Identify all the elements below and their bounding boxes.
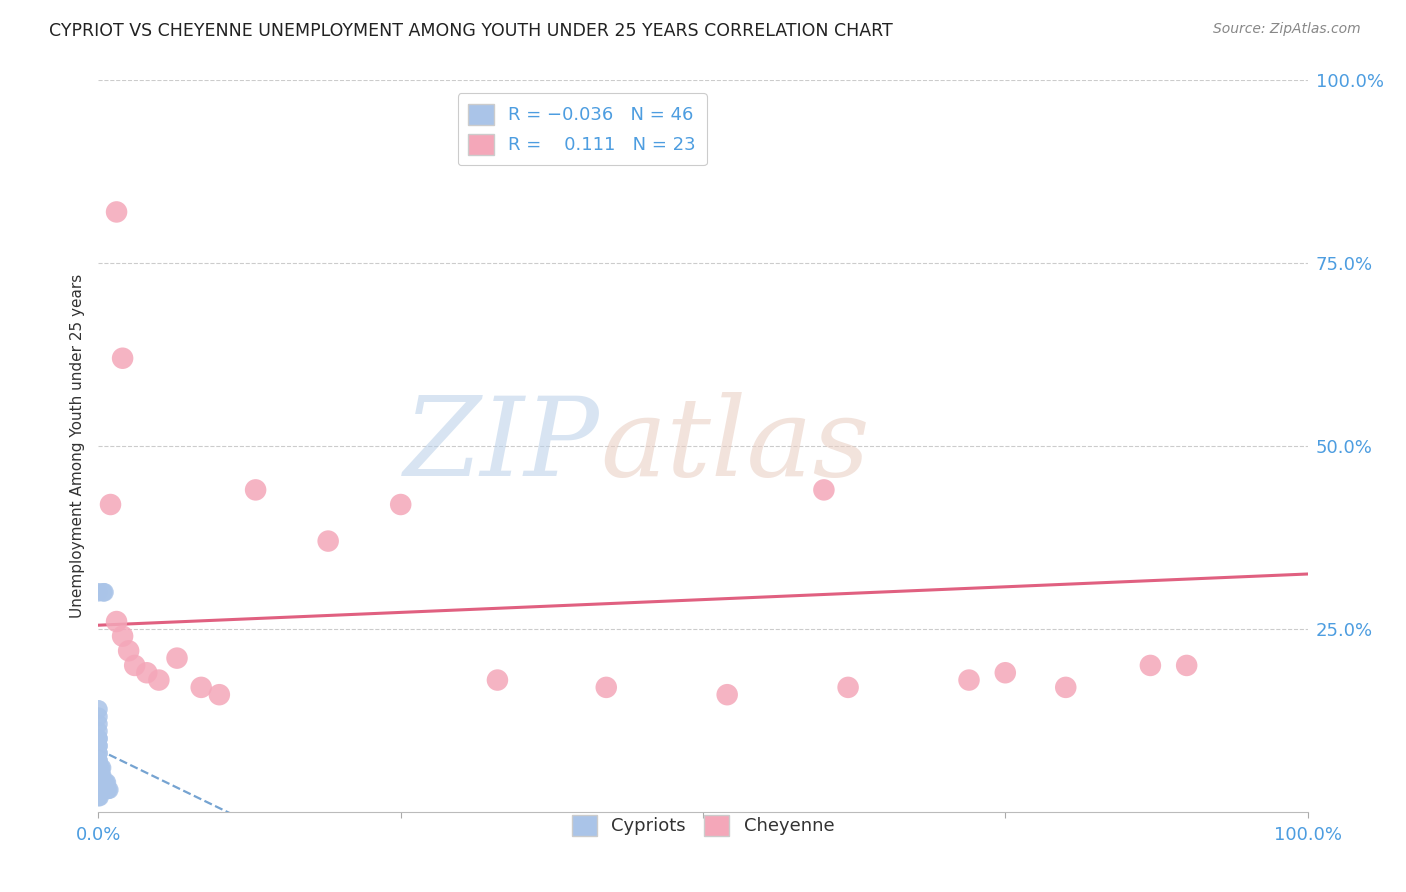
Point xyxy=(97,782,120,797)
Point xyxy=(87,717,110,731)
Legend: Cypriots, Cheyenne: Cypriots, Cheyenne xyxy=(564,807,842,843)
Point xyxy=(87,739,110,753)
Point xyxy=(87,746,110,760)
Point xyxy=(91,585,114,599)
Point xyxy=(96,775,118,789)
Point xyxy=(89,782,111,797)
Point xyxy=(837,681,859,695)
Point xyxy=(87,739,110,753)
Y-axis label: Unemployment Among Youth under 25 years: Unemployment Among Youth under 25 years xyxy=(70,274,86,618)
Point xyxy=(89,775,111,789)
Point xyxy=(100,498,122,512)
Point xyxy=(208,688,231,702)
Text: ZIP: ZIP xyxy=(405,392,600,500)
Point xyxy=(89,790,111,805)
Point xyxy=(90,761,112,775)
Point xyxy=(105,615,128,629)
Point xyxy=(87,724,110,739)
Point xyxy=(87,731,110,746)
Point xyxy=(486,673,509,687)
Point xyxy=(90,775,112,789)
Point xyxy=(148,673,170,687)
Point xyxy=(89,761,111,775)
Point xyxy=(90,768,112,782)
Point xyxy=(87,768,110,782)
Point xyxy=(87,775,110,789)
Point xyxy=(87,768,110,782)
Point xyxy=(1175,658,1198,673)
Point xyxy=(87,754,110,768)
Point xyxy=(87,782,110,797)
Text: atlas: atlas xyxy=(600,392,870,500)
Point xyxy=(87,731,110,746)
Point xyxy=(135,665,157,680)
Point xyxy=(87,790,110,805)
Point xyxy=(91,768,114,782)
Text: CYPRIOT VS CHEYENNE UNEMPLOYMENT AMONG YOUTH UNDER 25 YEARS CORRELATION CHART: CYPRIOT VS CHEYENNE UNEMPLOYMENT AMONG Y… xyxy=(49,22,893,40)
Point xyxy=(91,761,114,775)
Point xyxy=(91,782,114,797)
Point xyxy=(90,782,112,797)
Point xyxy=(111,629,134,643)
Point xyxy=(87,702,110,716)
Point xyxy=(94,775,117,789)
Point xyxy=(389,498,412,512)
Point xyxy=(1139,658,1161,673)
Point xyxy=(96,782,118,797)
Text: Source: ZipAtlas.com: Source: ZipAtlas.com xyxy=(1213,22,1361,37)
Point xyxy=(91,782,114,797)
Point xyxy=(87,709,110,723)
Point xyxy=(87,761,110,775)
Point xyxy=(118,644,141,658)
Point xyxy=(93,775,115,789)
Point xyxy=(98,782,121,797)
Point xyxy=(190,681,212,695)
Point xyxy=(813,483,835,497)
Point xyxy=(166,651,188,665)
Point xyxy=(87,754,110,768)
Point xyxy=(994,665,1017,680)
Point xyxy=(124,658,146,673)
Point xyxy=(245,483,267,497)
Point xyxy=(957,673,980,687)
Point xyxy=(93,585,115,599)
Point xyxy=(87,761,110,775)
Point xyxy=(93,782,115,797)
Point xyxy=(87,775,110,789)
Point xyxy=(87,585,110,599)
Point xyxy=(105,205,128,219)
Point xyxy=(316,534,339,549)
Point xyxy=(91,775,114,789)
Point xyxy=(91,775,114,789)
Point xyxy=(595,681,617,695)
Point xyxy=(1054,681,1077,695)
Point xyxy=(94,782,117,797)
Point xyxy=(111,351,134,366)
Point xyxy=(89,768,111,782)
Point xyxy=(87,746,110,760)
Point xyxy=(716,688,738,702)
